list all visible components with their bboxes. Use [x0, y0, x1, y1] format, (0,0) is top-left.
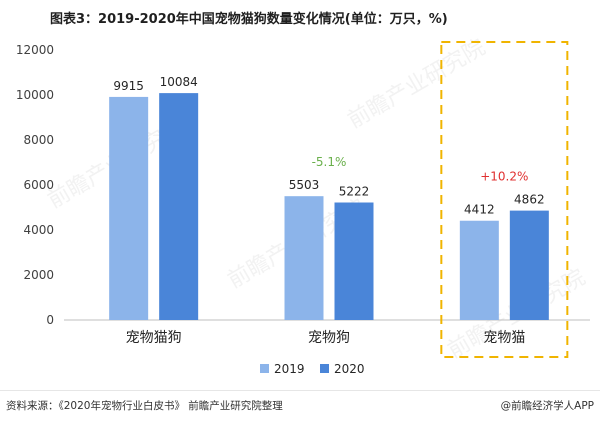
- legend-swatch-2020: [320, 364, 329, 373]
- data-label: 4412: [464, 203, 495, 217]
- highlight-box: [440, 41, 569, 358]
- y-tick-label: 4000: [23, 223, 54, 237]
- y-tick-label: 0: [46, 313, 54, 327]
- bar-2020: [159, 93, 199, 320]
- data-label: 5503: [289, 178, 320, 192]
- growth-annotation: -5.1%: [312, 155, 347, 169]
- y-tick-label: 10000: [16, 88, 54, 102]
- y-tick-label: 2000: [23, 268, 54, 282]
- footer-divider: [0, 390, 600, 391]
- x-tick-label: 宠物狗: [308, 330, 350, 346]
- bar-chart: 前瞻产业研究院前瞻产业研究院前瞻产业研究院前瞻产业研究院020004000600…: [16, 35, 590, 376]
- watermark: 前瞻产业研究院: [344, 35, 490, 134]
- x-tick-label: 宠物猫: [483, 330, 525, 346]
- y-tick-label: 8000: [23, 133, 54, 147]
- bar-2019: [284, 196, 324, 320]
- bar-2020: [509, 210, 549, 320]
- legend-label: 2019: [274, 362, 305, 376]
- chart-title: 图表3：2019-2020年中国宠物猫狗数量变化情况(单位：万只，%): [50, 12, 448, 27]
- legend-label: 2020: [334, 362, 365, 376]
- bar-2019: [459, 220, 499, 320]
- legend-swatch-2019: [260, 364, 269, 373]
- data-label: 10084: [160, 75, 198, 89]
- growth-annotation: +10.2%: [480, 170, 528, 184]
- x-tick-label: 宠物猫狗: [126, 330, 182, 346]
- data-label: 9915: [113, 79, 144, 93]
- data-label: 4862: [514, 193, 545, 207]
- source-text: 资料来源：《2020年宠物行业白皮书》 前瞻产业研究院整理: [6, 400, 283, 412]
- data-label: 5222: [339, 185, 370, 199]
- y-tick-label: 6000: [23, 178, 54, 192]
- y-tick-label: 12000: [16, 43, 54, 57]
- bar-2020: [334, 202, 374, 320]
- bar-2019: [109, 96, 149, 320]
- brand-text: @前瞻经济学人APP: [500, 400, 594, 412]
